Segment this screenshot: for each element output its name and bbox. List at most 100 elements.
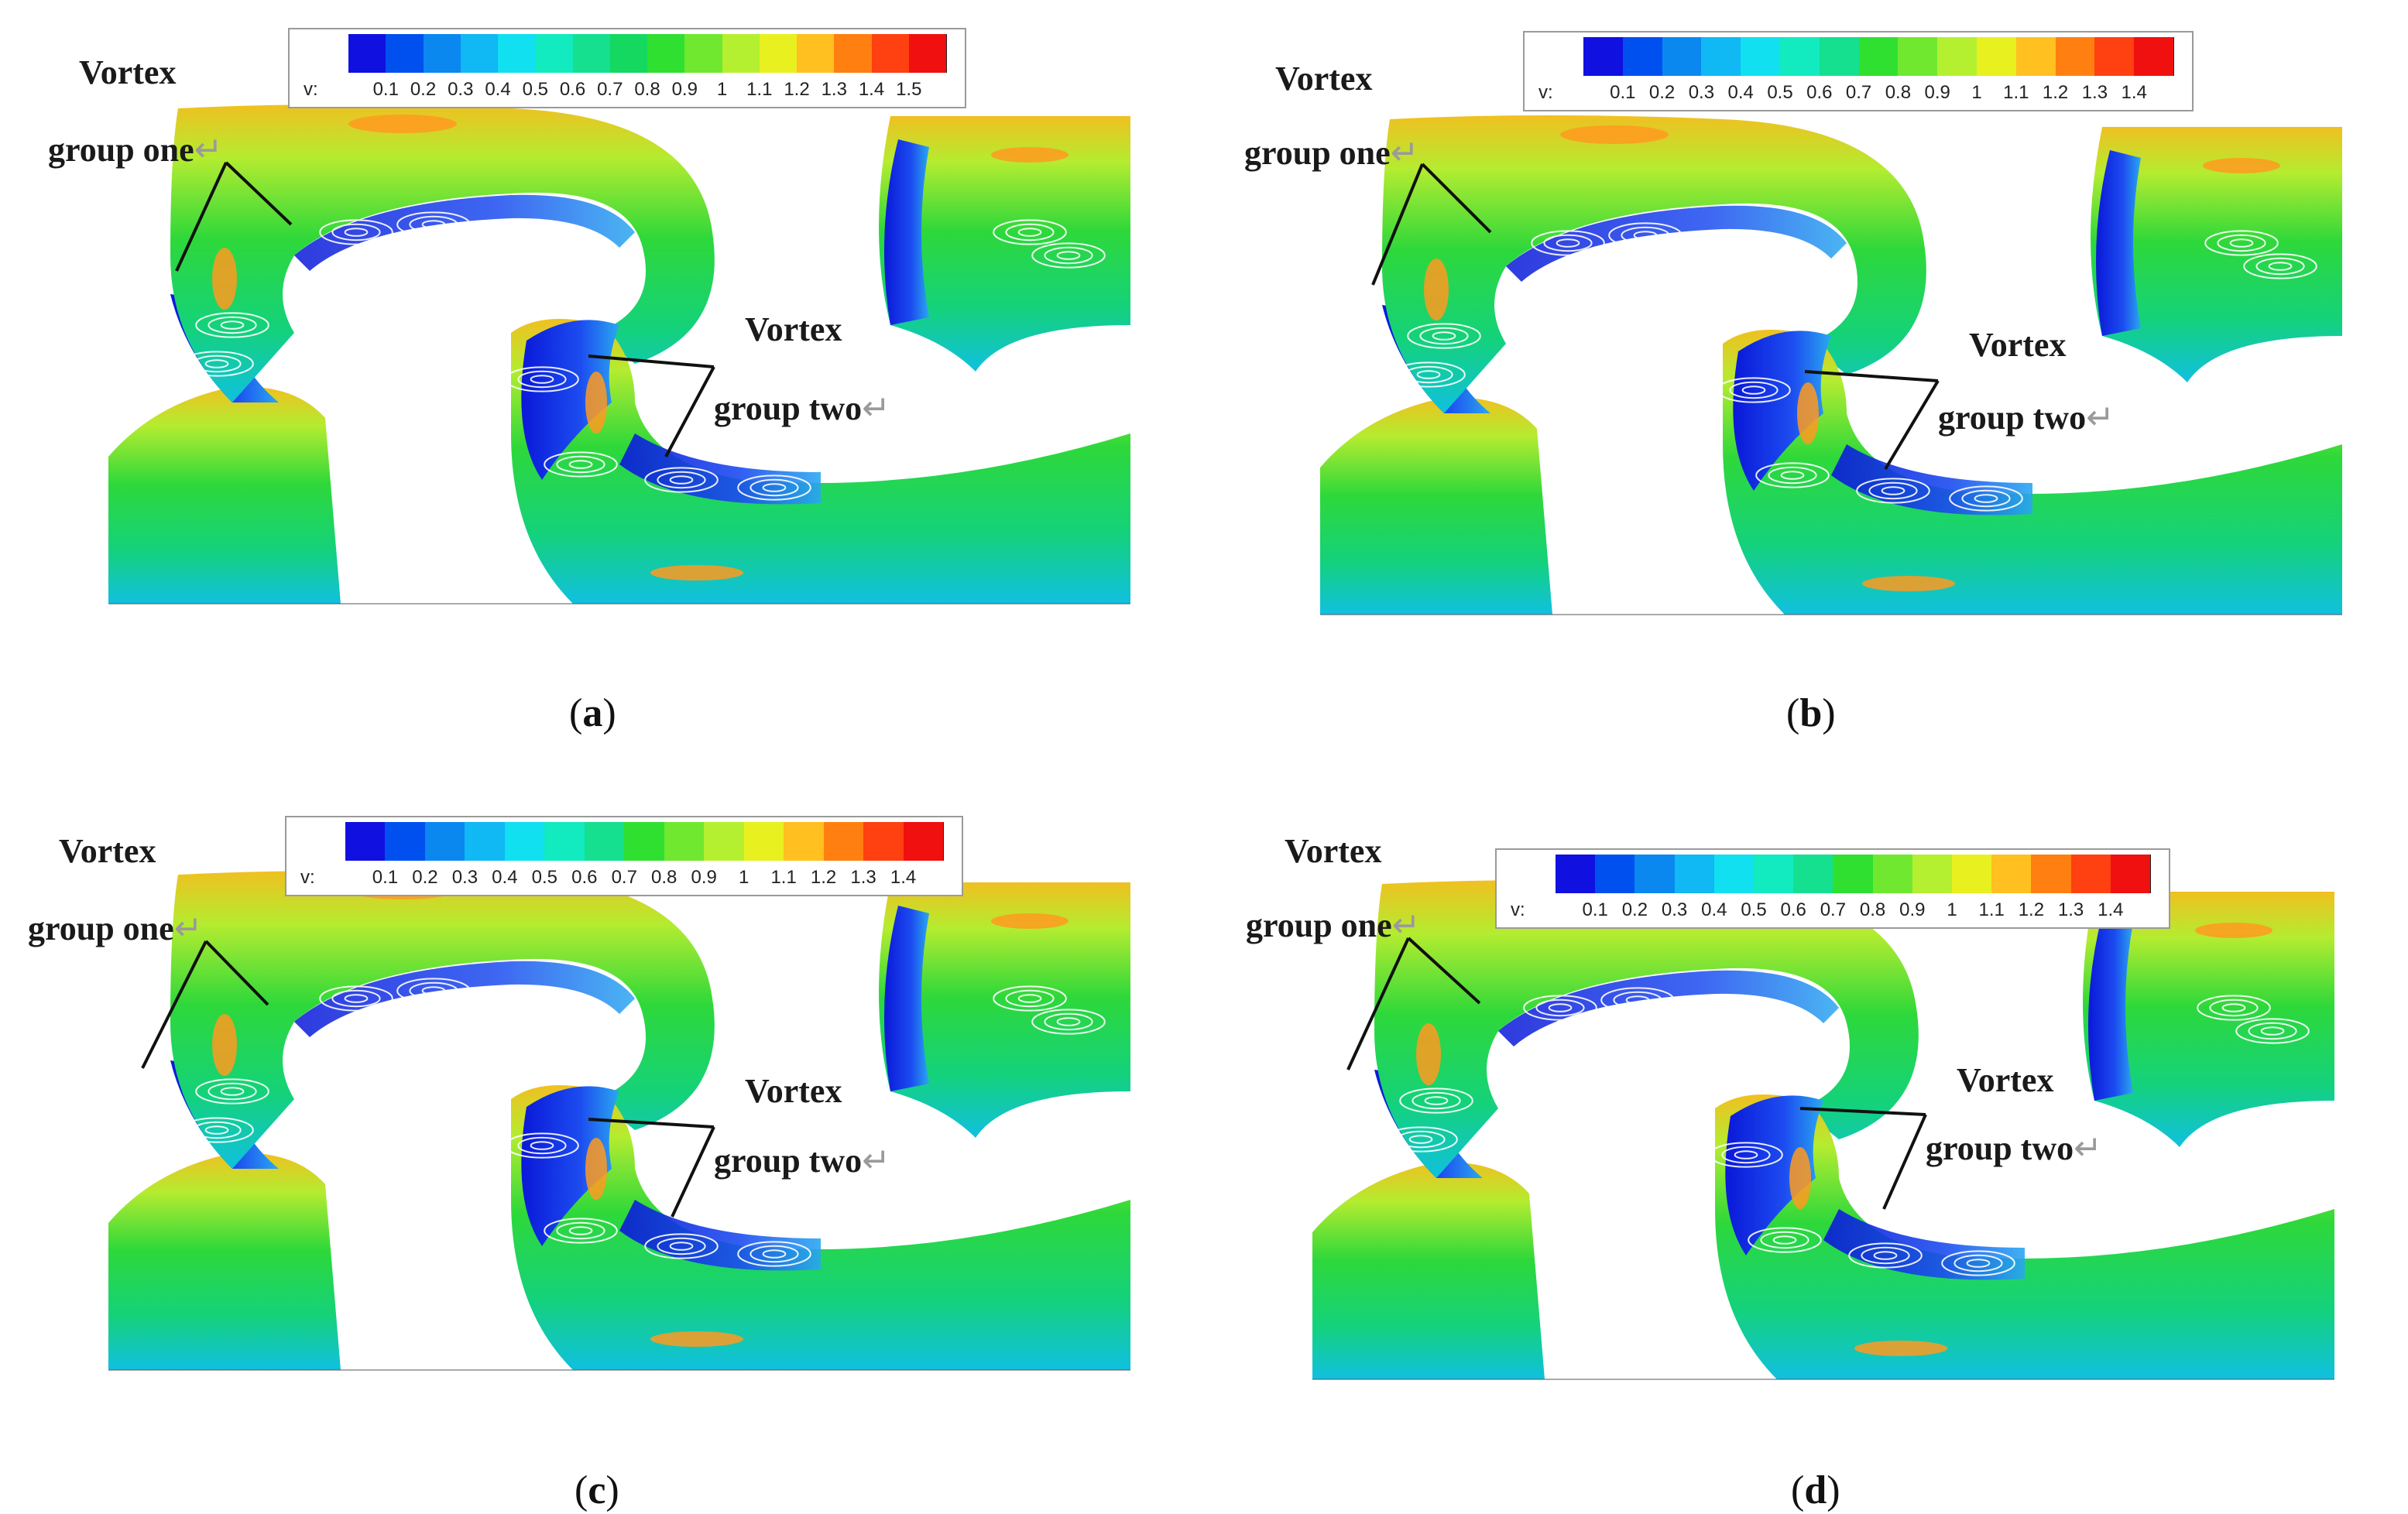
label-vortex-one: Vortex <box>59 834 156 868</box>
streamline-swirl <box>993 219 1067 245</box>
panel-caption: (b) <box>1786 691 1836 735</box>
colorbar-tick-label: 1.4 <box>858 79 885 100</box>
colorbar-legend: v: 0.1 0.2 0.3 0.4 0.5 0.6 0.7 0.8 0.9 1 1.1 1.2 1.3 1… <box>1523 31 2194 111</box>
colorbar-swatch <box>823 822 865 861</box>
leader-line <box>141 940 208 1069</box>
streamline-swirl <box>993 985 1067 1012</box>
wall-strip-right <box>884 139 929 325</box>
colorbar-swatch <box>2094 37 2135 76</box>
colorbar-tick-label: 0.3 <box>1688 82 1715 103</box>
streamline-swirl <box>1005 223 1055 241</box>
colorbar-tick-label: 0.2 <box>1648 82 1676 103</box>
label-vortex-one: Vortex <box>1285 834 1381 868</box>
panel-b: Vortex group one↵ Vortex group two↵ v: 0.1 0.2… <box>1204 0 2408 757</box>
label-group-one-text: group one <box>1246 906 1392 944</box>
colorbar-tick-label: 1 <box>1971 82 1982 103</box>
colorbar-tick-label: 1 <box>1947 899 1957 920</box>
colorbar-swatch <box>1701 37 1742 76</box>
return-mark: ↵ <box>862 389 890 427</box>
colorbar-tick-label: 0.7 <box>1820 899 1847 920</box>
high-velocity-spot <box>212 248 237 310</box>
streamline-swirl <box>1961 489 2011 508</box>
high-velocity-spot <box>1797 382 1819 444</box>
streamline-swirl <box>2260 1026 2285 1036</box>
colorbar-tick-label: 1 <box>738 867 749 888</box>
contour-plot-b <box>1320 115 2342 615</box>
label-group-one: group one↵ <box>48 133 223 167</box>
streamline-swirl <box>1556 238 1580 248</box>
streamline-swirl <box>505 1132 579 1159</box>
streamline-swirl <box>1424 1096 1449 1105</box>
colorbar-swatch <box>1634 855 1676 893</box>
streamline-swirl <box>1729 381 1779 399</box>
streamline-swirl <box>1625 995 1650 1005</box>
return-mark: ↵ <box>2074 1129 2102 1167</box>
colorbar-tick-label: 1.3 <box>2057 899 2084 920</box>
panel-c: Vortex group one↵ Vortex group two↵ v: 0.1 0.2… <box>0 757 1204 1514</box>
high-velocity-spot <box>348 115 457 133</box>
streamline-swirl <box>1548 1003 1573 1012</box>
return-mark: ↵ <box>2086 399 2115 437</box>
colorbar-swatch <box>544 822 585 861</box>
streamline-swirl <box>2243 253 2317 279</box>
streamline-swirl <box>1621 226 1670 245</box>
streamline-swirl <box>1408 1135 1433 1144</box>
streamline-swirl <box>409 981 458 1000</box>
colorbar-swatch <box>609 34 648 73</box>
high-velocity-spot <box>1424 259 1449 320</box>
streamline-swirl <box>1974 494 1998 503</box>
high-velocity-spot <box>991 147 1069 163</box>
streamline-swirl <box>669 475 694 485</box>
label-vortex-one-text: Vortex <box>59 832 156 870</box>
colorbar-swatch <box>834 34 873 73</box>
flow-field <box>108 104 1130 605</box>
streamline-swirl <box>1523 995 1597 1021</box>
flow-channel-upper <box>170 871 715 1169</box>
colorbar-tick-label: 0.4 <box>492 867 518 888</box>
streamline-swirl <box>344 228 369 237</box>
colorbar-variable-label: v: <box>300 867 315 888</box>
streamline-swirl <box>331 989 381 1008</box>
label-group-one-text: group one <box>28 909 174 947</box>
streamline-swirl <box>208 1082 257 1101</box>
colorbar-swatch <box>1991 855 2032 893</box>
streamline-swirl <box>1941 1250 2015 1276</box>
streamline-swirl <box>1717 377 1791 403</box>
contour-plot-d <box>1312 880 2334 1380</box>
flow-channel-lower <box>511 1085 1130 1370</box>
colorbar-tick-label: 0.9 <box>1899 899 1926 920</box>
colorbar-tick-label: 1.1 <box>770 867 797 888</box>
streamline-swirl <box>749 1245 799 1263</box>
return-mark: ↵ <box>1391 906 1421 944</box>
leader-line <box>204 940 269 1006</box>
streamline-swirl <box>1868 481 1918 500</box>
label-group-two-text: group two <box>714 1142 863 1180</box>
colorbar-tick-label: 0.7 <box>1845 82 1872 103</box>
high-velocity-spot <box>650 1331 743 1347</box>
high-velocity-spot <box>1789 1147 1811 1209</box>
colorbar-swatch <box>784 822 825 861</box>
leader-line <box>588 355 715 368</box>
wall-strip-upper <box>1506 205 1847 282</box>
streamline-swirl <box>1416 370 1441 379</box>
colorbar-swatch <box>1977 37 2017 76</box>
streamline-swirl <box>344 994 369 1003</box>
colorbar-swatch <box>664 822 705 861</box>
leader-line <box>1371 163 1424 286</box>
colorbar-tick-label: 0.2 <box>412 867 438 888</box>
wall-strip-right <box>884 906 929 1091</box>
streamline-swirl <box>1543 234 1593 252</box>
label-vortex-one: Vortex <box>79 56 176 90</box>
colorbar-legend: v: 0.1 0.2 0.3 0.4 0.5 0.6 0.7 0.8 0.9 1 1.1 1.2 1.3 1… <box>1495 848 2170 929</box>
streamline-swirl <box>1044 246 1093 265</box>
streamline-swirl <box>669 1242 694 1251</box>
label-group-two-text: group two <box>1938 399 2087 437</box>
return-mark: ↵ <box>862 1142 890 1180</box>
colorbar-swatch <box>1622 37 1663 76</box>
colorbar-swatch <box>2015 37 2056 76</box>
colorbar-tick-label: 0.7 <box>597 79 623 100</box>
streamline-swirl <box>1748 1227 1822 1253</box>
wall-strip-right <box>2088 915 2133 1101</box>
streamline-swirl <box>421 986 446 995</box>
colorbar-tick-label: 0.4 <box>1727 82 1754 103</box>
